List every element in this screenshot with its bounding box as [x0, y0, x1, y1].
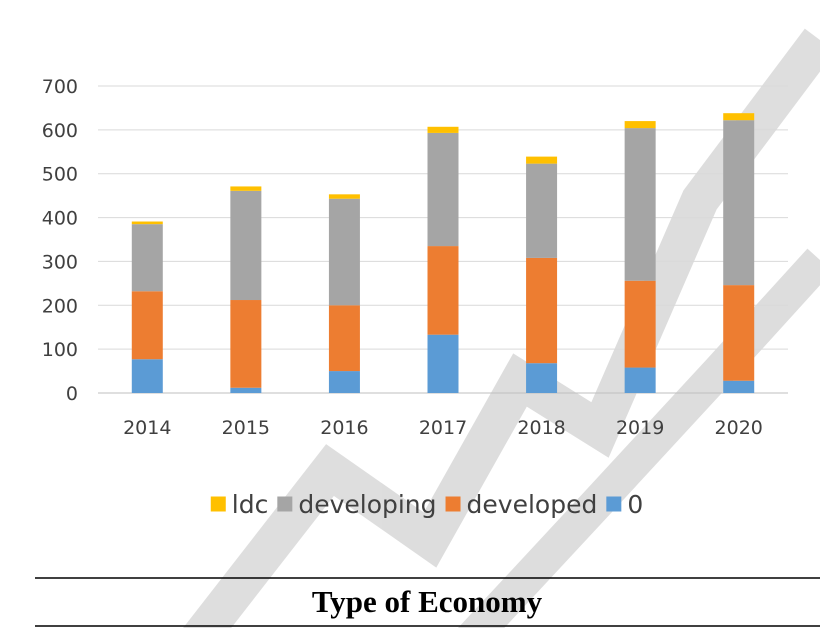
x-tick-label: 2015: [222, 417, 270, 439]
bar-segment-ldc: [526, 156, 558, 164]
bar-segment-developing: [131, 224, 163, 292]
bar-segment-ldc: [131, 221, 163, 225]
bar-segment-ldc: [230, 186, 262, 191]
legend: ldc developing developed 0: [210, 490, 643, 519]
bar-segment-developing: [624, 128, 656, 281]
y-tick-label: 700: [42, 76, 78, 98]
bar-segment-developed: [131, 291, 163, 360]
legend-label: ldc: [232, 490, 269, 519]
legend-swatch-developed: [445, 496, 461, 512]
bar-segment-developed: [230, 300, 262, 388]
x-tick-label: 2016: [320, 417, 368, 439]
bar-segment-developing: [723, 120, 755, 286]
bar-segment-developed: [427, 246, 459, 335]
y-tick-label: 0: [66, 383, 78, 405]
bar-segment-ldc: [427, 126, 459, 133]
bar-segment-developed: [328, 305, 360, 372]
bar-segment-developed: [723, 285, 755, 381]
legend-label: 0: [627, 490, 643, 519]
bar-segment-0: [427, 334, 459, 393]
bar-segment-developing: [526, 163, 558, 258]
bar-segment-developing: [328, 198, 360, 306]
bar-segment-0: [526, 363, 558, 393]
y-axis-ticks: 0 100 200 300 400 500 600 700: [42, 76, 78, 405]
bar-segment-0: [328, 371, 360, 393]
bar-segment-ldc: [624, 121, 656, 129]
bar-segment-developing: [230, 190, 262, 301]
bar-segment-developing: [427, 132, 459, 247]
y-tick-label: 300: [42, 251, 78, 273]
bar-segment-ldc: [723, 113, 755, 121]
bar-segment-0: [723, 380, 755, 393]
x-tick-label: 2019: [616, 417, 664, 439]
bars: [131, 113, 755, 393]
x-tick-label: 2017: [419, 417, 467, 439]
x-tick-label: 2014: [123, 417, 171, 439]
bar-segment-developed: [526, 257, 558, 364]
legend-swatch-ldc: [210, 496, 226, 512]
legend-swatch-0: [606, 496, 622, 512]
bar-segment-developed: [624, 280, 656, 368]
legend-label: developing: [298, 490, 436, 519]
y-tick-label: 200: [42, 295, 78, 317]
bar-segment-0: [131, 359, 163, 393]
legend-swatch-developing: [277, 496, 293, 512]
x-tick-label: 2020: [715, 417, 763, 439]
bar-segment-0: [624, 367, 656, 393]
legend-label: developed: [467, 490, 598, 519]
y-tick-label: 100: [42, 339, 78, 361]
x-axis-ticks: 2014 2015 2016 2017 2018 2019 2020: [123, 417, 763, 439]
y-tick-label: 500: [42, 164, 78, 186]
bar-segment-ldc: [328, 194, 360, 199]
bar-segment-0: [230, 387, 262, 393]
watermark: [183, 28, 820, 628]
y-tick-label: 600: [42, 120, 78, 142]
y-tick-label: 400: [42, 208, 78, 230]
table-title: Type of Economy: [312, 584, 543, 619]
x-tick-label: 2018: [517, 417, 565, 439]
